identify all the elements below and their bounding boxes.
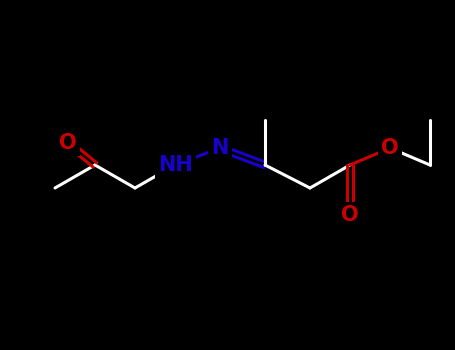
Text: NH: NH [157,155,192,175]
Text: O: O [59,133,77,153]
Text: O: O [341,205,359,225]
Text: N: N [211,138,229,158]
Text: O: O [381,138,399,158]
